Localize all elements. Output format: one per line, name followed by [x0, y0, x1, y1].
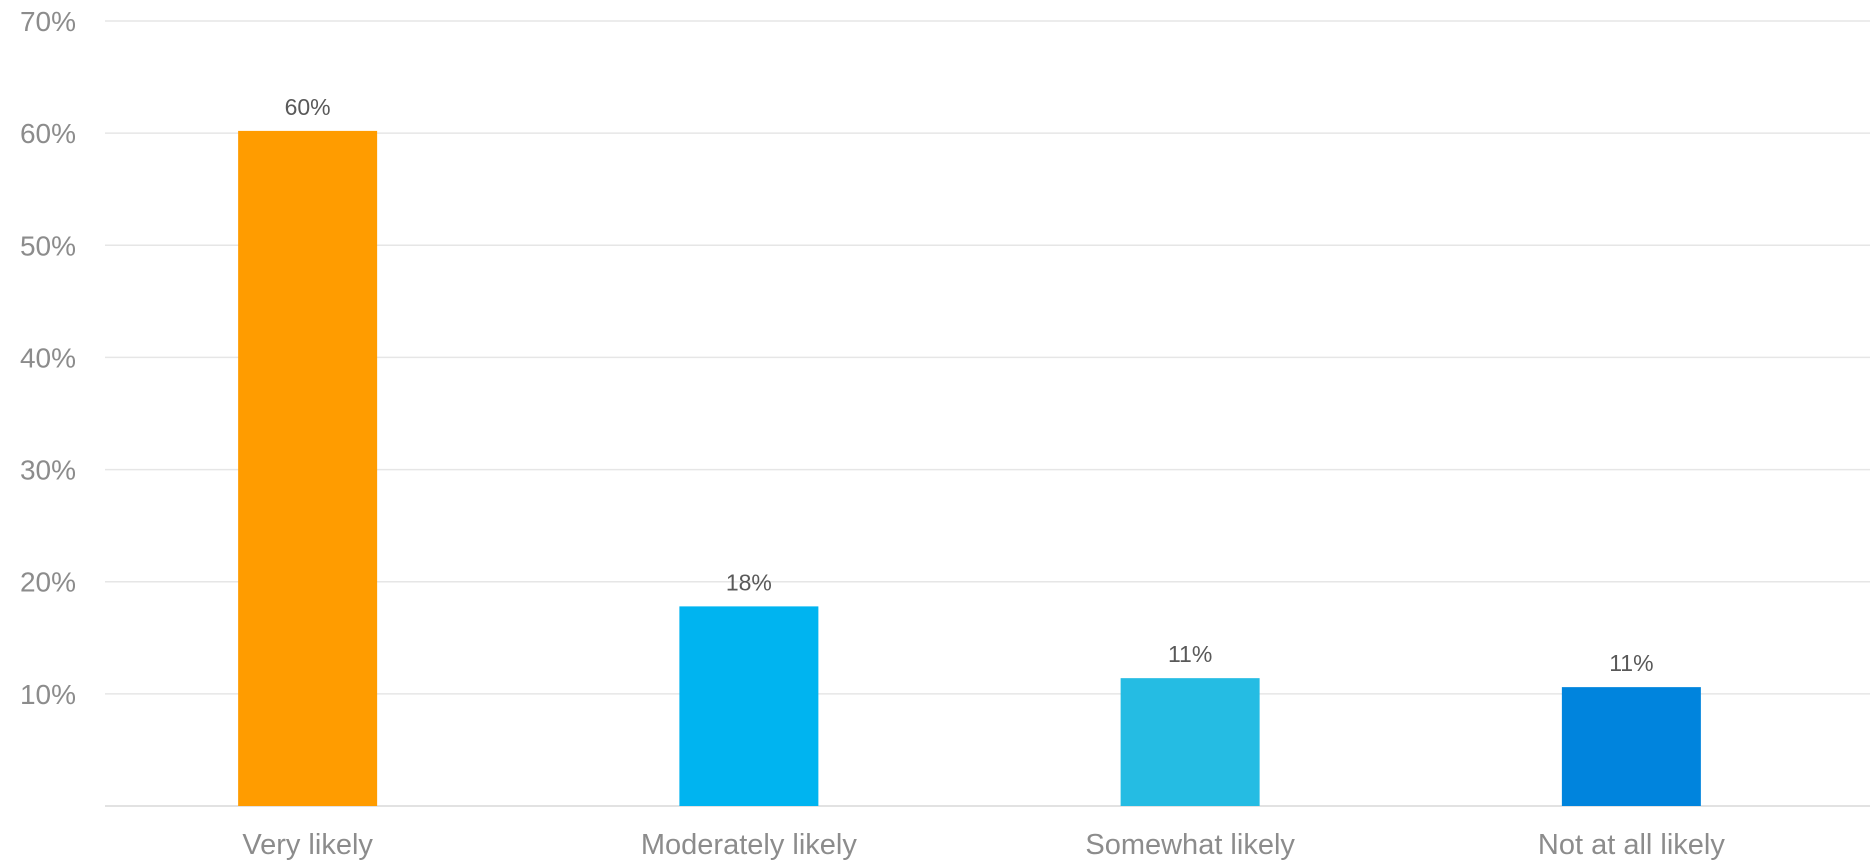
data-labels: 60% 18% 11% 11%: [285, 94, 1654, 676]
data-label: 60%: [285, 94, 331, 120]
y-tick-label: 40%: [20, 342, 76, 373]
y-tick-label: 30%: [20, 455, 76, 486]
bar: [238, 130, 378, 806]
gridlines: [105, 20, 1870, 807]
y-tick-label: 70%: [20, 6, 76, 37]
y-tick-label: 10%: [20, 679, 76, 710]
bar: [1120, 678, 1260, 806]
y-tick-label: 60%: [20, 118, 76, 149]
x-tick-label: Not at all likely: [1538, 829, 1725, 861]
y-axis: 10% 20% 30% 40% 50% 60% 70%: [20, 6, 76, 710]
x-tick-label: Somewhat likely: [1085, 829, 1295, 861]
bar: [1561, 687, 1701, 806]
x-axis: Very likely Moderately likely Somewhat lik…: [242, 829, 1725, 861]
bars: [238, 130, 1701, 806]
data-label: 11%: [1168, 641, 1212, 667]
y-tick-label: 50%: [20, 230, 76, 261]
y-tick-label: 20%: [20, 567, 76, 598]
data-label: 11%: [1609, 650, 1653, 676]
bar: [679, 606, 819, 806]
x-tick-label: Very likely: [242, 829, 373, 861]
x-tick-label: Moderately likely: [641, 829, 857, 861]
data-label: 18%: [726, 569, 772, 595]
